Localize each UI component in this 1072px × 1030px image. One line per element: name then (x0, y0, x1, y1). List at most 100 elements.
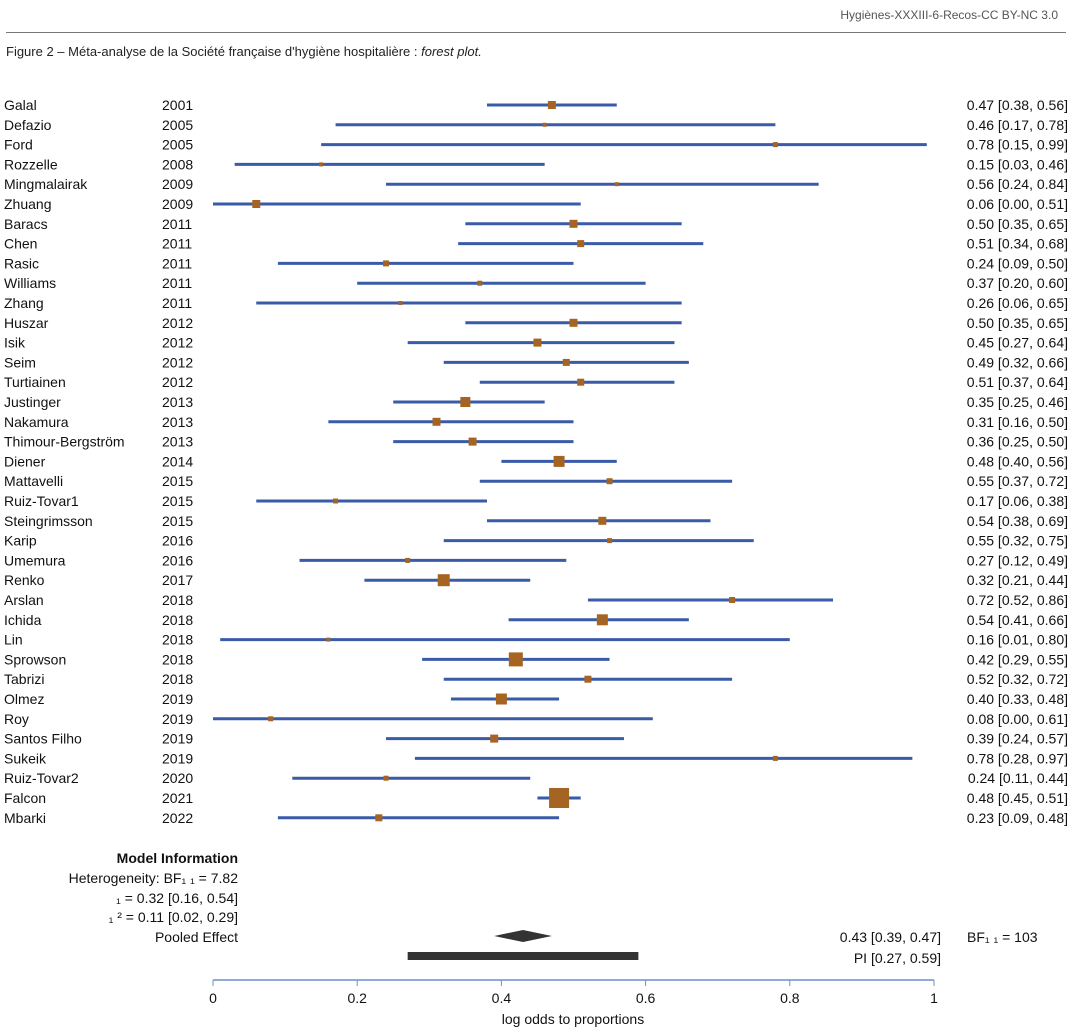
estimate-label: 0.31 [0.16, 0.50] (967, 414, 1068, 430)
study-name: Rozzelle (4, 156, 58, 172)
study-year: 2009 (162, 176, 193, 192)
study-name: Renko (4, 572, 45, 588)
study-year: 2013 (162, 434, 193, 450)
study-year: 2011 (162, 275, 192, 291)
estimate-label: 0.72 [0.52, 0.86] (967, 592, 1068, 608)
study-name: Turtiainen (4, 374, 66, 390)
figure-title-italic: forest plot. (421, 44, 482, 59)
estimate-label: 0.46 [0.17, 0.78] (967, 117, 1068, 133)
point-estimate (569, 318, 578, 327)
bayes-factor: BF₁ ₁ = 103 (967, 929, 1038, 945)
study-row: Isik 2012 0.45 [0.27, 0.64] (4, 335, 1068, 351)
study-year: 2019 (162, 731, 193, 747)
x-axis-label: log odds to proportions (502, 1011, 644, 1027)
study-row: Ruiz-Tovar1 2015 0.17 [0.06, 0.38] (4, 493, 1068, 509)
study-name: Falcon (4, 790, 46, 806)
study-row: Zhang 2011 0.26 [0.06, 0.65] (4, 295, 1068, 311)
estimate-label: 0.27 [0.12, 0.49] (967, 552, 1068, 568)
study-year: 2016 (162, 533, 193, 549)
estimate-label: 0.35 [0.25, 0.46] (967, 394, 1068, 410)
study-year: 2018 (162, 671, 193, 687)
point-estimate (542, 122, 547, 127)
study-year: 2014 (162, 453, 193, 469)
study-year: 2013 (162, 414, 193, 430)
estimate-label: 0.23 [0.09, 0.48] (967, 810, 1068, 826)
study-row: Nakamura 2013 0.31 [0.16, 0.50] (4, 414, 1068, 430)
model-information: Model Information Heterogeneity: BF₁ ₁ =… (69, 850, 1038, 966)
point-estimate (549, 788, 570, 808)
point-estimate (772, 755, 778, 761)
study-row: Thimour-Bergström 2013 0.36 [0.25, 0.50] (4, 434, 1068, 450)
study-year: 2017 (162, 572, 193, 588)
study-row: Mingmalairak 2009 0.56 [0.24, 0.84] (4, 176, 1068, 192)
study-year: 2021 (162, 790, 193, 806)
estimate-label: 0.16 [0.01, 0.80] (967, 632, 1068, 648)
point-estimate (598, 516, 607, 525)
study-year: 2011 (162, 236, 192, 252)
study-name: Zhuang (4, 196, 51, 212)
study-year: 2005 (162, 117, 193, 133)
study-row: Mattavelli 2015 0.55 [0.37, 0.72] (4, 473, 1068, 489)
prediction-interval-bar (407, 952, 639, 960)
estimate-label: 0.42 [0.29, 0.55] (967, 651, 1068, 667)
study-year: 2019 (162, 750, 193, 766)
point-estimate (606, 478, 613, 485)
point-estimate (553, 455, 565, 467)
study-name: Ruiz-Tovar2 (4, 770, 79, 786)
study-name: Mattavelli (4, 473, 63, 489)
point-estimate (562, 358, 570, 366)
study-row: Zhuang 2009 0.06 [0.00, 0.51] (4, 196, 1068, 212)
point-estimate (375, 814, 383, 822)
study-row: Ruiz-Tovar2 2020 0.24 [0.11, 0.44] (4, 770, 1068, 786)
point-estimate (405, 557, 411, 563)
point-estimate (614, 182, 619, 187)
study-row: Justinger 2013 0.35 [0.25, 0.46] (4, 394, 1068, 410)
pooled-diamond (494, 930, 552, 942)
study-row: Steingrimsson 2015 0.54 [0.38, 0.69] (4, 513, 1068, 529)
pooled-effect-label: Pooled Effect (155, 929, 238, 945)
estimate-label: 0.78 [0.15, 0.99] (967, 137, 1068, 153)
point-estimate (584, 675, 592, 683)
study-name: Ford (4, 137, 33, 153)
point-estimate (383, 260, 390, 267)
point-estimate (547, 101, 556, 109)
point-estimate (477, 280, 483, 286)
estimate-label: 0.08 [0.00, 0.61] (967, 711, 1068, 727)
estimate-label: 0.39 [0.24, 0.57] (967, 731, 1068, 747)
study-row: Galal 2001 0.47 [0.38, 0.56] (4, 97, 1068, 113)
study-name: Diener (4, 453, 46, 469)
point-estimate (432, 417, 441, 426)
point-estimate (607, 538, 613, 544)
tick-label: 0.8 (780, 990, 800, 1006)
study-name: Sukeik (4, 750, 47, 766)
estimate-label: 0.48 [0.40, 0.56] (967, 453, 1068, 469)
tick-label: 0.6 (636, 990, 656, 1006)
study-row: Defazio 2005 0.46 [0.17, 0.78] (4, 117, 1068, 133)
study-year: 2018 (162, 651, 193, 667)
point-estimate (596, 614, 608, 626)
study-name: Roy (4, 711, 29, 727)
estimate-label: 0.24 [0.11, 0.44] (968, 770, 1068, 786)
study-year: 2015 (162, 513, 193, 529)
study-year: 2005 (162, 137, 193, 153)
study-name: Justinger (4, 394, 61, 410)
study-name: Lin (4, 632, 23, 648)
study-name: Arslan (4, 592, 44, 608)
point-estimate (252, 200, 261, 208)
study-row: Sprowson 2018 0.42 [0.29, 0.55] (4, 651, 1068, 667)
study-row: Sukeik 2019 0.78 [0.28, 0.97] (4, 750, 1068, 766)
study-row: Huszar 2012 0.50 [0.35, 0.65] (4, 315, 1068, 331)
study-name: Rasic (4, 255, 39, 271)
study-year: 2019 (162, 691, 193, 707)
model-heading: Model Information (117, 850, 238, 866)
study-year: 2009 (162, 196, 193, 212)
x-axis: 0 0.2 0.4 0.6 0.8 1 (209, 979, 938, 1006)
study-row: Diener 2014 0.48 [0.40, 0.56] (4, 453, 1068, 469)
study-name: Karip (4, 533, 37, 549)
study-row: Arslan 2018 0.72 [0.52, 0.86] (4, 592, 1068, 608)
point-estimate (268, 716, 274, 722)
study-name: Steingrimsson (4, 513, 93, 529)
study-year: 2012 (162, 335, 193, 351)
study-name: Santos Filho (4, 731, 82, 747)
study-year: 2012 (162, 374, 193, 390)
